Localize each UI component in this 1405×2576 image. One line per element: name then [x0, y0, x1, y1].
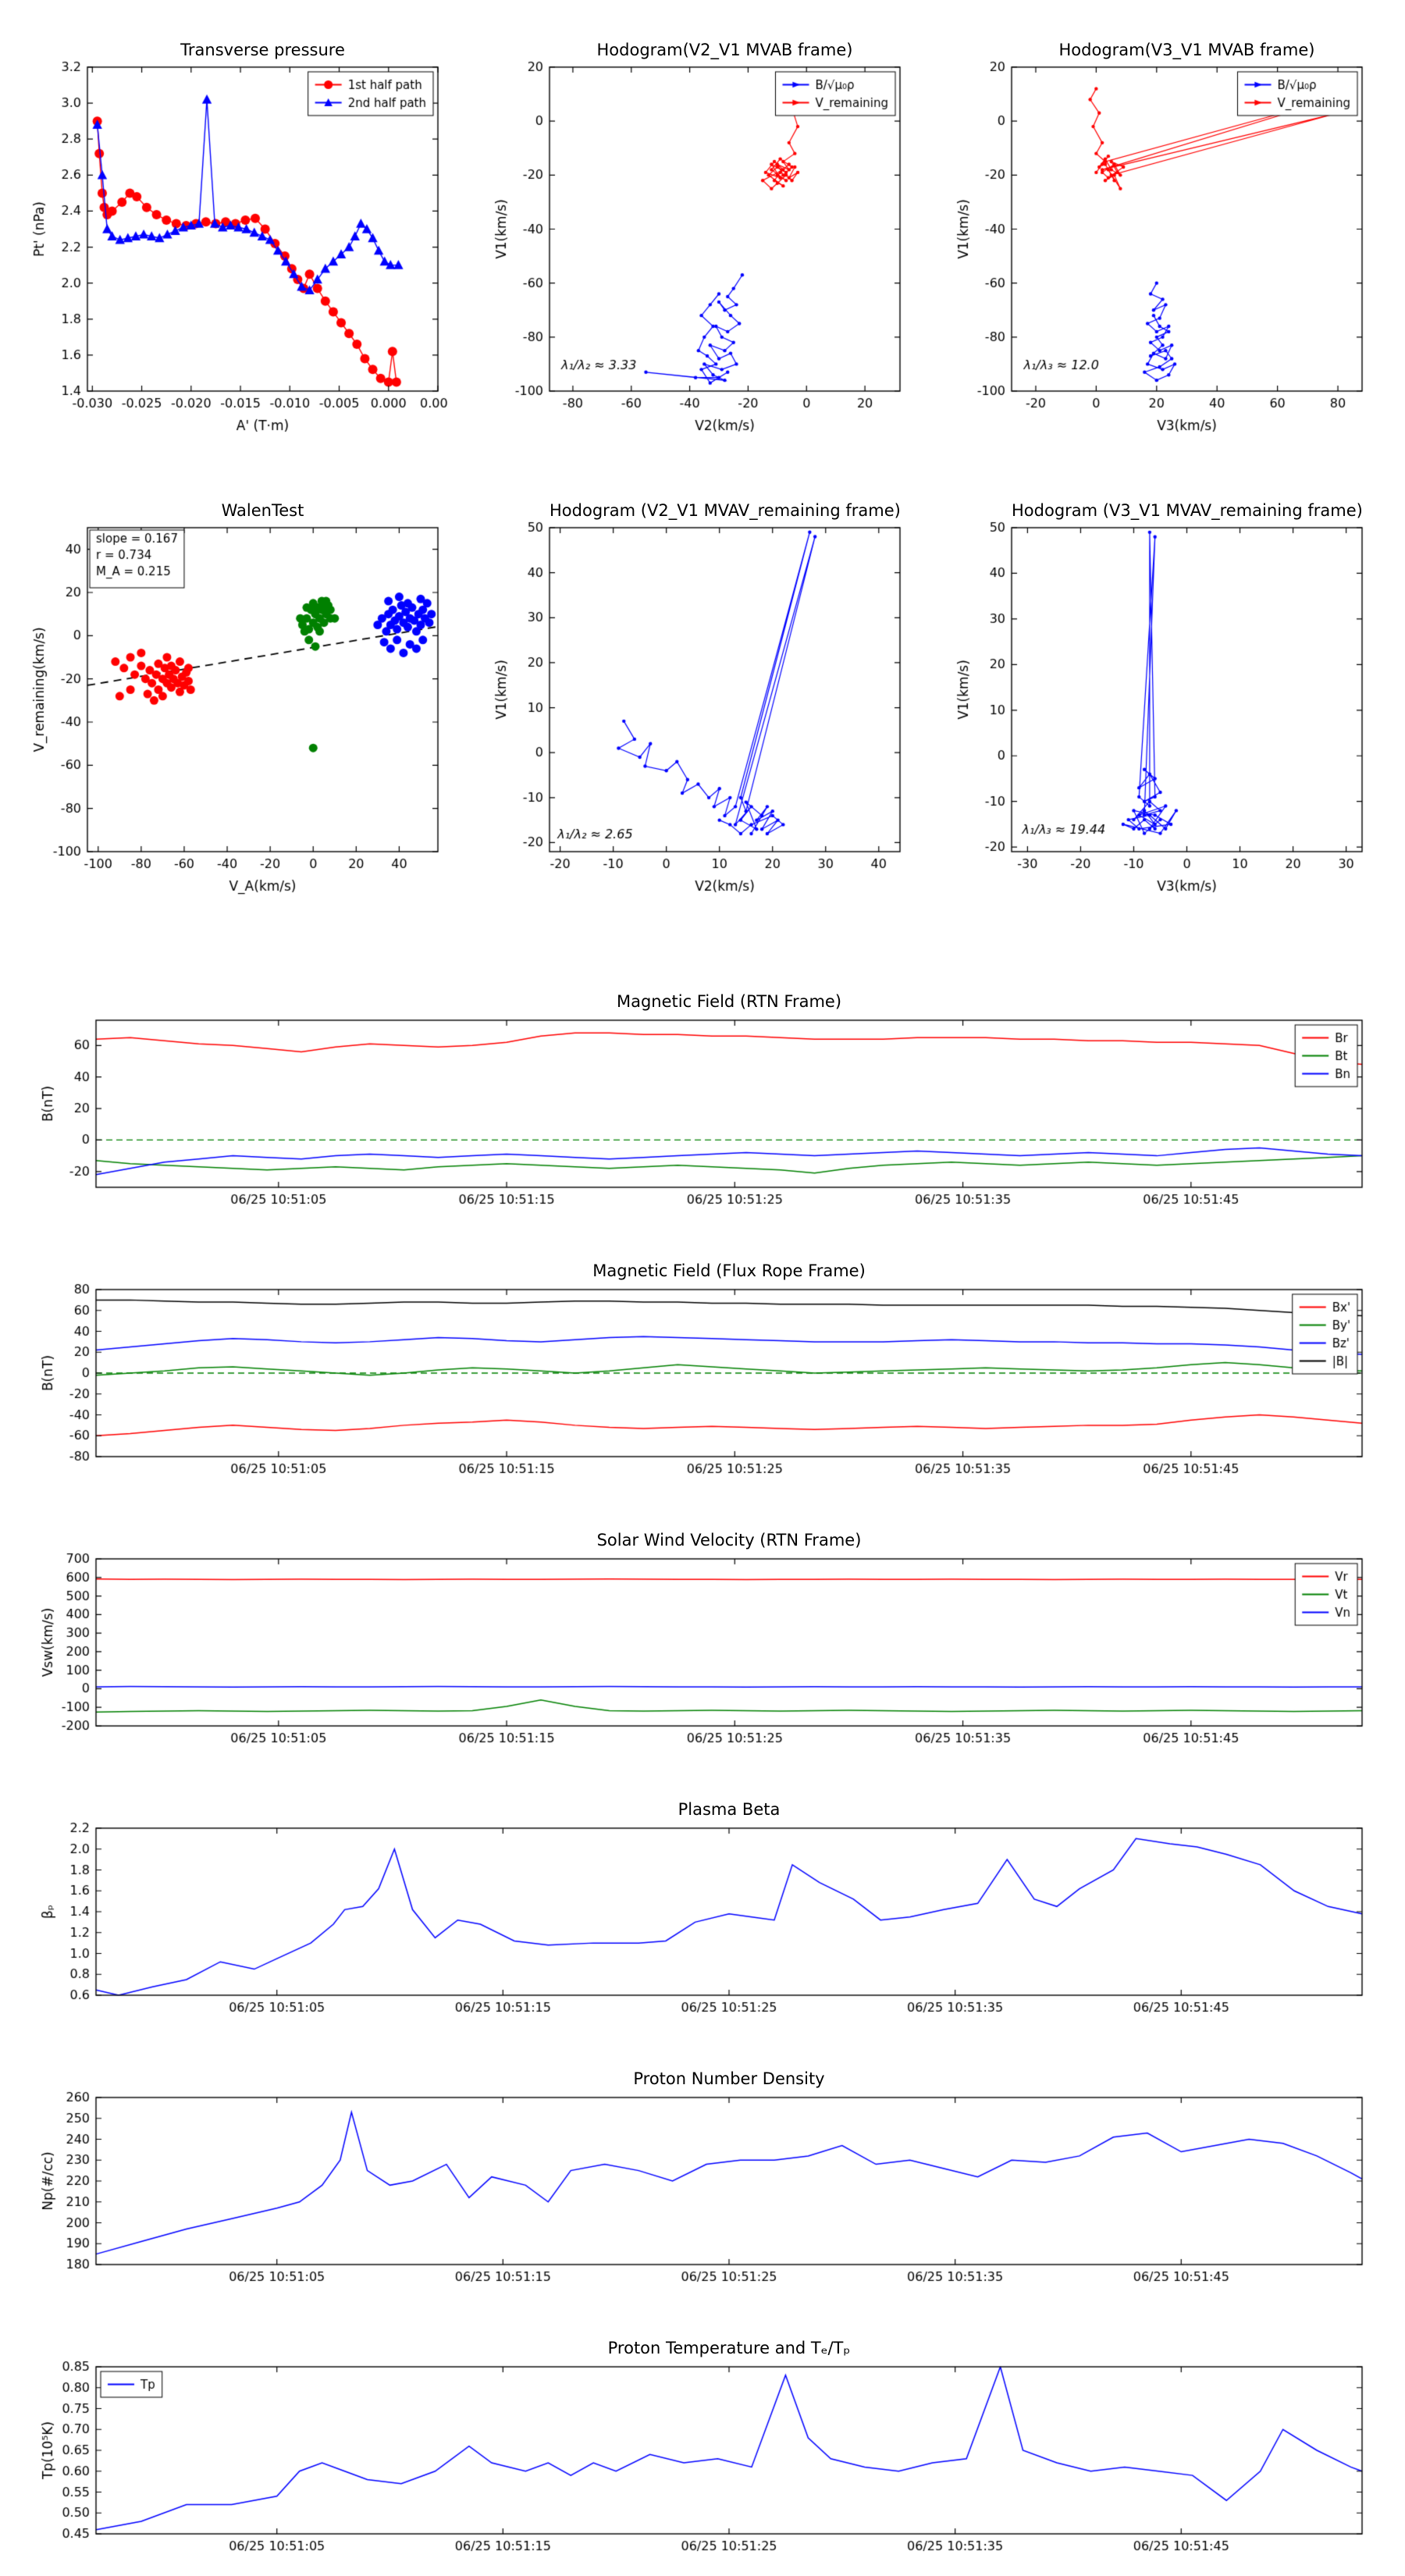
panel-title: Transverse pressure: [180, 41, 345, 59]
panel-title: Hodogram (V3_V1 MVAV_remaining frame): [1012, 501, 1363, 520]
solar-wind-velocity-canvas: [27, 1526, 1378, 1760]
panel-title: Hodogram (V2_V1 MVAV_remaining frame): [550, 501, 901, 520]
panel-title: WalenTest: [221, 501, 304, 520]
panel-title: Magnetic Field (RTN Frame): [616, 992, 842, 1011]
panel-transverse-pressure: Transverse pressure: [23, 31, 449, 441]
panel-walen-test: WalenTest: [23, 492, 449, 902]
panel-hodogram-v2v1-mvav: Hodogram (V2_V1 MVAV_remaining frame): [486, 492, 911, 902]
panel-solar-wind-velocity: Solar Wind Velocity (RTN Frame): [27, 1526, 1378, 1760]
hodogram-v3v1-mvav-canvas: [948, 492, 1373, 902]
proton-temperature-canvas: [27, 2334, 1378, 2568]
panel-proton-density: Proton Number Density: [27, 2065, 1378, 2299]
panel-title: Hodogram(V2_V1 MVAB frame): [596, 41, 853, 59]
panel-title: Solar Wind Velocity (RTN Frame): [596, 1531, 862, 1550]
panel-hodogram-v3v1-mvab: Hodogram(V3_V1 MVAB frame): [948, 31, 1373, 441]
walen-test-canvas: [23, 492, 449, 902]
panel-plasma-beta: Plasma Beta: [27, 1795, 1378, 2030]
hodogram-v2v1-mvab-canvas: [486, 31, 911, 441]
panel-title: Plasma Beta: [678, 1800, 781, 1819]
panel-title: Hodogram(V3_V1 MVAB frame): [1058, 41, 1315, 59]
panel-title: Proton Temperature and Tₑ/Tₚ: [607, 2339, 851, 2357]
panel-title: Proton Number Density: [633, 2069, 825, 2088]
magnetic-field-rtn-canvas: [27, 987, 1378, 1222]
plasma-beta-canvas: [27, 1795, 1378, 2030]
magnetic-field-flux-rope-canvas: [27, 1257, 1378, 1491]
transverse-pressure-canvas: [23, 31, 449, 441]
panel-hodogram-v3v1-mvav: Hodogram (V3_V1 MVAV_remaining frame): [948, 492, 1373, 902]
proton-density-canvas: [27, 2065, 1378, 2299]
panel-proton-temperature: Proton Temperature and Tₑ/Tₚ: [27, 2334, 1378, 2568]
panel-hodogram-v2v1-mvab: Hodogram(V2_V1 MVAB frame): [486, 31, 911, 441]
panel-magnetic-field-flux-rope: Magnetic Field (Flux Rope Frame): [27, 1257, 1378, 1491]
panel-magnetic-field-rtn: Magnetic Field (RTN Frame): [27, 987, 1378, 1222]
panel-title: Magnetic Field (Flux Rope Frame): [592, 1261, 866, 1280]
hodogram-v3v1-mvab-canvas: [948, 31, 1373, 441]
hodogram-v2v1-mvav-canvas: [486, 492, 911, 902]
